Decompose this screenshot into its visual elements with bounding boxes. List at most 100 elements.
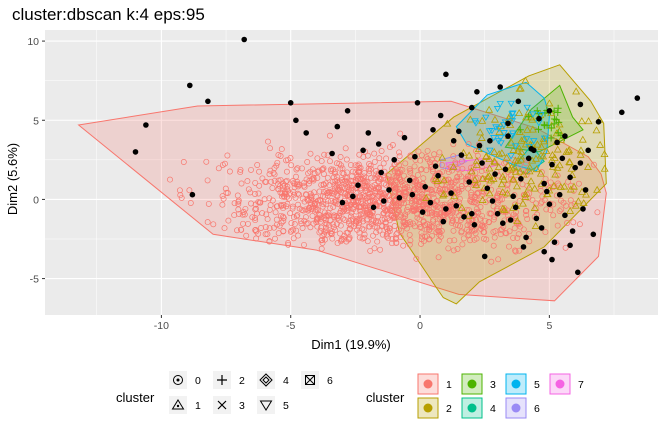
cluster-2-point [577,146,585,154]
cluster-1-point [407,237,414,244]
cluster-1-point [318,158,325,165]
cluster-1-point [515,231,522,238]
cluster-1-point [187,200,194,206]
cluster-1-point [468,216,475,223]
cluster-1-point [344,169,351,176]
cluster-1-point [284,183,291,190]
cluster-0-point [541,248,547,255]
cluster-1-point [309,212,316,219]
fill-key-dot [511,379,521,389]
cluster-1-point [506,228,513,235]
cluster-1-point [334,174,341,180]
cluster-1-point [364,152,371,159]
cluster-1-point [380,180,387,187]
cluster-1-point [262,231,269,238]
cluster-1-point [249,214,256,221]
cluster-0-point [453,203,460,209]
cluster-1-point [254,162,261,168]
cluster-1-point [401,172,407,179]
cluster-1-point [331,168,338,175]
cluster-1-point [305,206,312,213]
cluster-1-point [386,228,393,235]
cluster-1-point [411,163,418,170]
cluster-1-point [337,154,344,160]
cluster-1-point [317,198,324,205]
cluster-1-point [305,170,312,177]
cluster-1-point [464,222,471,229]
cluster-0-point [569,228,576,234]
cluster-1-point [554,222,561,229]
cluster-3-point [533,107,541,115]
cluster-0-point [430,127,436,133]
cluster-1-point [285,241,292,248]
cluster-1-point [383,155,390,162]
cluster-2-point [550,153,559,161]
cluster-1-point [358,175,365,182]
cluster-5-point [494,138,503,145]
cluster-1-point [428,209,435,216]
x-tick-label: -10 [154,320,169,332]
cluster-1-point [318,245,325,252]
cluster-1-point [226,168,233,175]
cluster-1-point [365,223,372,230]
cluster-1-point [262,224,269,231]
cluster-1-point [320,171,327,177]
cluster-2-point [596,140,605,148]
cluster-1-point [414,186,421,193]
cluster-2-point [566,206,575,214]
cluster-0-point [595,119,602,125]
cluster-2-point [525,163,534,171]
cluster-1-point [454,177,461,184]
cluster-1-point [303,191,309,198]
cluster-2-point [494,163,503,171]
cluster-1-point [372,188,379,194]
cluster-1-point [329,235,336,242]
x-tick-label: 5 [546,320,552,332]
cluster-2-point [507,163,516,171]
cluster-1-point [205,200,212,207]
cluster-1-point [512,212,519,219]
cluster-1-point [352,218,359,225]
cluster-2-point [521,140,530,148]
cluster-2-point [515,84,524,92]
cluster-1-point [274,159,281,166]
cluster-1-point [253,235,260,242]
cluster-0-point [461,214,467,220]
cluster-1-point [570,187,577,194]
cluster-1-point [506,243,512,250]
cluster-0-point [515,98,522,105]
cluster-0-point [143,122,149,128]
cluster-1-point [266,206,273,213]
cluster-1-point [295,201,301,208]
cluster-1-point [422,204,429,211]
cluster-1-point [370,232,376,239]
cluster-1-point [321,236,328,243]
cluster-5-point [495,125,503,133]
cluster-1-point [575,180,582,187]
cluster-2-point [495,150,504,158]
cluster-1-point [295,181,302,188]
cluster-1-point [224,152,231,159]
cluster-1-point [416,216,423,223]
cluster-1-point [266,225,273,232]
cluster-1-point [327,205,334,212]
cluster-0-point [582,187,589,193]
cluster-1-point [247,189,254,196]
cluster-1-point [391,207,398,214]
cluster-1-point [326,132,333,139]
fill-legend-label: 3 [490,379,496,391]
cluster-1-point [473,196,480,203]
y-tick-label: -5 [30,274,39,286]
cluster-1-point [454,165,461,172]
cluster-1-point [235,210,242,217]
cluster-1-point [301,198,308,205]
cluster-0-point [549,256,555,263]
cluster-2-point [478,174,487,182]
cluster-1-point [326,188,333,195]
cluster-1-point [435,254,442,261]
cluster-2-point [485,164,494,172]
cluster-2-point [433,176,442,184]
shape-key-circle [173,375,183,385]
cluster-5-point [507,100,515,108]
cluster-1-point [414,196,420,203]
